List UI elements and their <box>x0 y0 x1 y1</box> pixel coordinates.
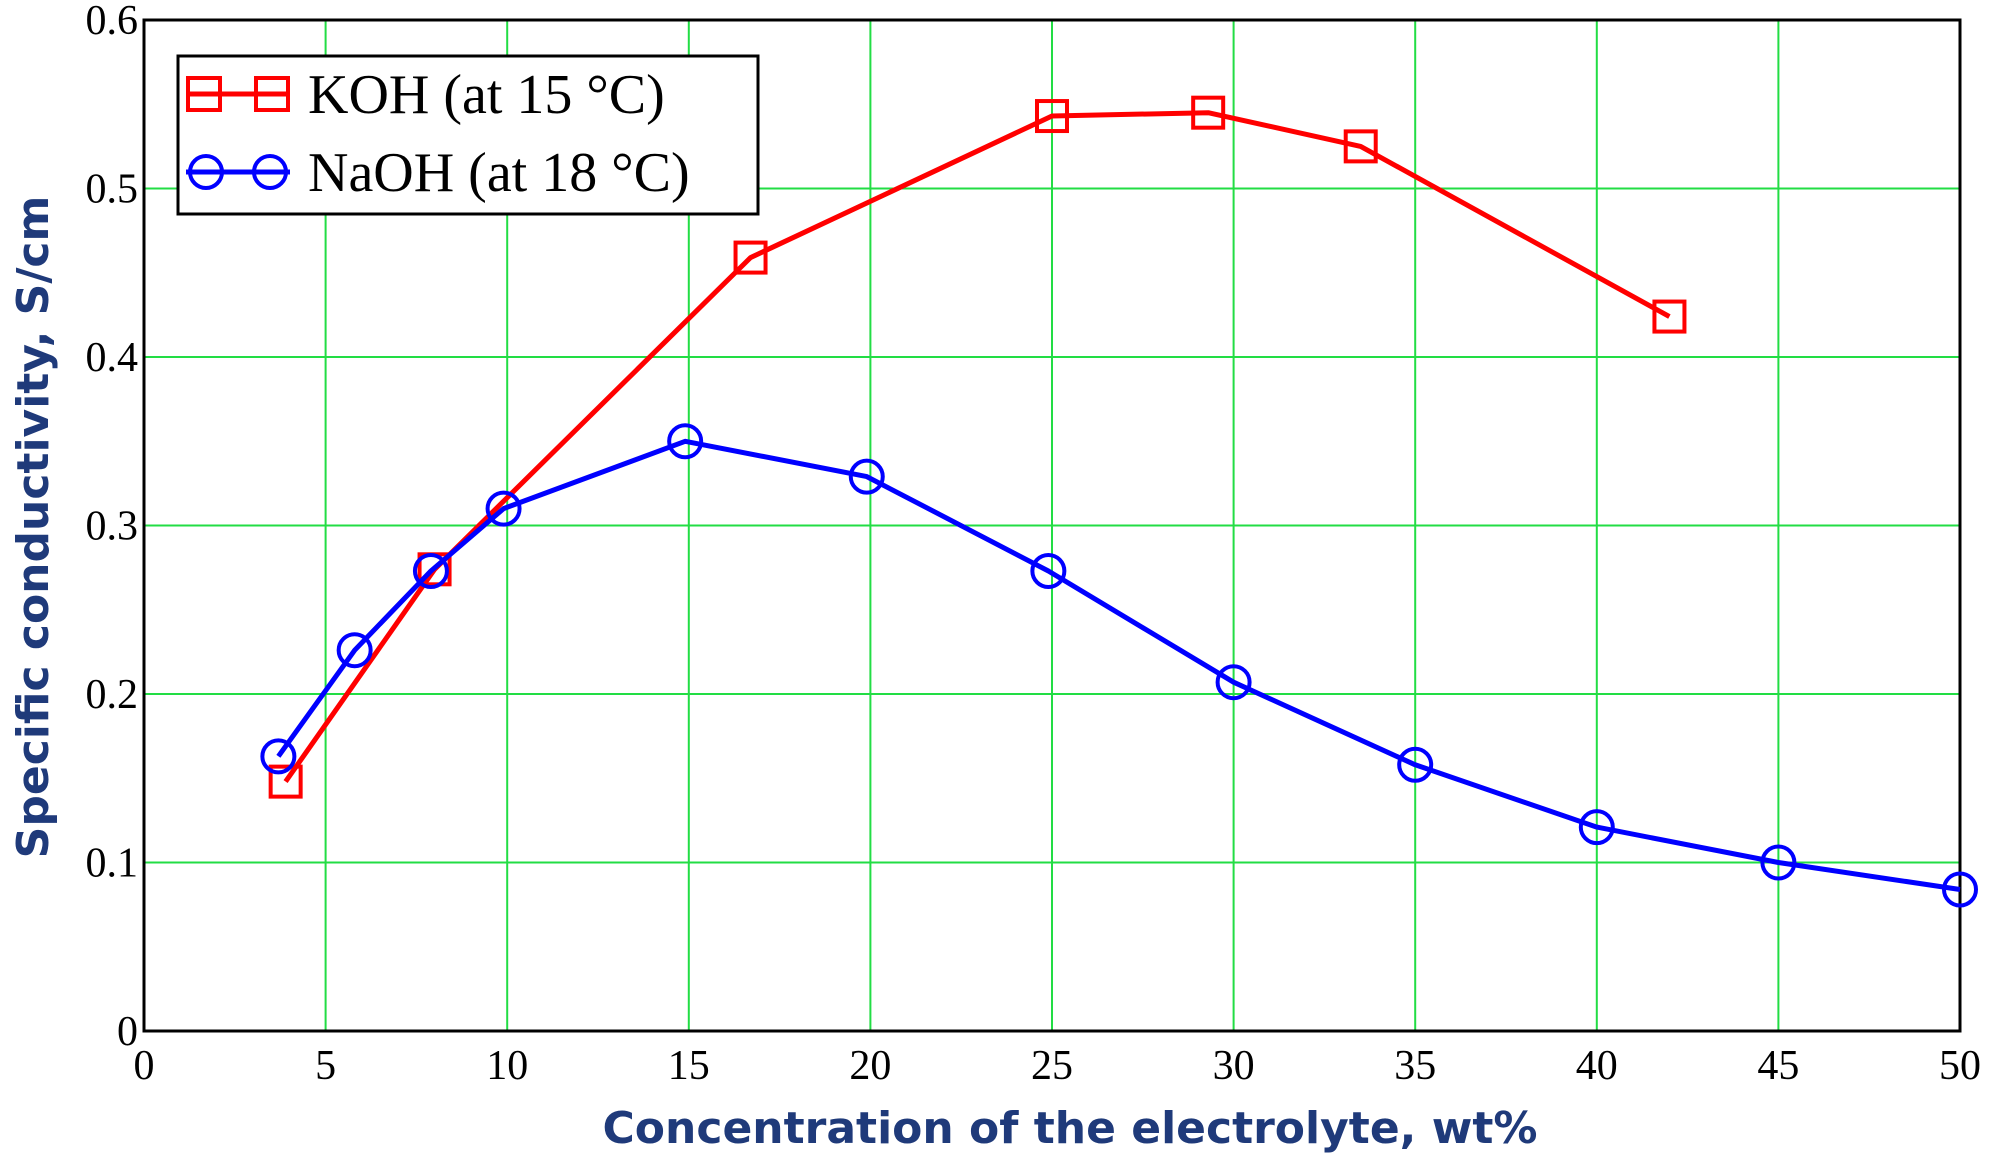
data-point-1-6 <box>1030 552 1067 589</box>
data-point-1-9 <box>1578 809 1615 846</box>
plot-area <box>142 18 1962 1033</box>
legend-marker-koh-right <box>254 76 290 112</box>
data-point-1-11 <box>1942 871 1978 908</box>
legend: KOH (at 15 °C) NaOH (at 18 °C) <box>176 54 760 216</box>
data-point-0-3 <box>1035 99 1069 134</box>
y-axis-title: Specific conductivity, S/cm <box>8 196 59 859</box>
x-tick-label: 45 <box>1757 1043 1799 1089</box>
legend-item-naoh: NaOH (at 18 °C) <box>186 142 690 204</box>
y-axis-tick-labels: 0 0.1 0.2 0.3 0.4 0.5 0.6 <box>86 0 139 1055</box>
legend-marker-koh-left <box>186 76 222 112</box>
x-axis-title: Concentration of the electrolyte, wt% <box>603 1103 1538 1154</box>
data-point-1-4 <box>667 423 704 460</box>
data-point-0-0 <box>268 764 303 799</box>
legend-marker-naoh-left <box>188 154 224 190</box>
x-tick-label: 40 <box>1576 1043 1618 1089</box>
legend-box <box>176 54 760 216</box>
grid <box>144 20 1960 1031</box>
legend-marker-naoh-right <box>252 154 288 190</box>
data-point-1-8 <box>1397 746 1434 783</box>
series-line-1 <box>276 438 1961 892</box>
x-tick-label: 25 <box>1031 1043 1073 1089</box>
y-tick-label: 0.1 <box>86 841 139 887</box>
legend-label-naoh: NaOH (at 18 °C) <box>308 142 690 204</box>
data-point-1-1 <box>336 632 373 669</box>
x-tick-label: 20 <box>849 1043 891 1089</box>
x-tick-label: 35 <box>1394 1043 1436 1089</box>
y-tick-label: 0 <box>117 1009 138 1055</box>
data-point-1-10 <box>1760 844 1797 881</box>
y-tick-label: 0.4 <box>86 335 139 381</box>
y-tick-label: 0.5 <box>86 167 139 213</box>
data-point-0-5 <box>1343 129 1378 164</box>
data-point-1-7 <box>1215 664 1252 701</box>
y-tick-label: 0.2 <box>86 672 139 718</box>
y-tick-label: 0.3 <box>86 504 139 550</box>
x-tick-label: 15 <box>668 1043 710 1089</box>
data-point-1-0 <box>260 738 297 775</box>
x-tick-label: 5 <box>315 1043 336 1089</box>
x-tick-label: 10 <box>486 1043 528 1089</box>
data-point-0-4 <box>1191 95 1226 130</box>
data-point-0-2 <box>733 240 768 275</box>
legend-item-koh: KOH (at 15 °C) <box>186 64 665 126</box>
y-tick-label: 0.6 <box>86 0 139 44</box>
x-tick-label: 0 <box>134 1043 155 1089</box>
series-1 <box>260 423 1978 908</box>
data-point-0-6 <box>1652 299 1687 334</box>
data-point-1-5 <box>848 458 885 495</box>
series-layer <box>260 95 1978 908</box>
data-point-1-2 <box>412 552 449 589</box>
x-axis-tick-labels: 0 5 10 15 20 25 30 35 40 45 50 <box>134 1043 1982 1089</box>
x-tick-label: 30 <box>1213 1043 1255 1089</box>
legend-label-koh: KOH (at 15 °C) <box>308 64 665 126</box>
x-tick-label: 50 <box>1939 1043 1981 1089</box>
data-point-1-3 <box>485 490 522 527</box>
